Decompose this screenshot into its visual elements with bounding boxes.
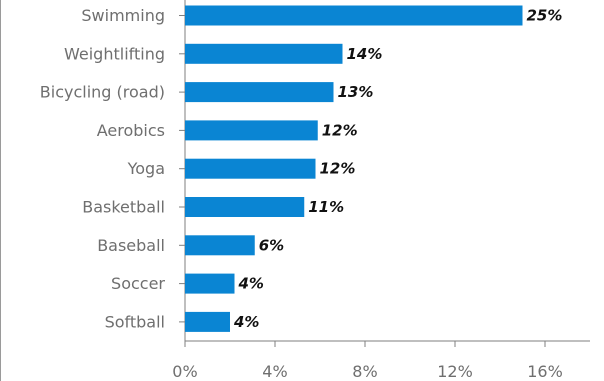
category-label-aerobics: Aerobics xyxy=(97,121,165,140)
category-label-softball: Softball xyxy=(105,312,165,331)
x-tick-label-0: 0% xyxy=(172,362,197,381)
data-label-soccer: 4% xyxy=(238,275,264,293)
x-tick-label-2: 8% xyxy=(352,362,377,381)
bar-swimming xyxy=(185,5,523,26)
bar-basketball xyxy=(185,197,305,217)
category-label-soccer: Soccer xyxy=(111,274,165,293)
bar-bicycling-road xyxy=(185,82,334,103)
data-label-basketball: 11% xyxy=(308,198,344,216)
bar-soccer xyxy=(185,273,235,294)
bar-weightlifting xyxy=(185,43,343,64)
category-label-swimming: Swimming xyxy=(81,6,165,25)
data-label-weightlifting: 14% xyxy=(347,45,383,63)
x-tick-label-1: 4% xyxy=(262,362,287,381)
category-label-yoga: Yoga xyxy=(127,159,165,178)
data-label-baseball: 6% xyxy=(259,236,284,254)
data-label-softball: 4% xyxy=(233,313,259,331)
bar-softball xyxy=(185,311,230,332)
data-label-bicycling-road: 13% xyxy=(338,83,374,101)
data-label-yoga: 12% xyxy=(320,160,356,178)
x-tick-label-4: 16% xyxy=(527,362,563,381)
category-label-bicycling-road: Bicycling (road) xyxy=(40,83,165,102)
bars-group: 25% 14% 13% 12% 12% 11% 6% 4% 4% xyxy=(185,5,563,332)
category-label-baseball: Baseball xyxy=(97,236,165,255)
x-axis-ticks: 0% 4% 8% 12% 16% xyxy=(172,341,563,381)
x-tick-label-3: 12% xyxy=(437,362,473,381)
bar-yoga xyxy=(185,158,316,179)
bar-baseball xyxy=(185,235,255,256)
data-label-swimming: 25% xyxy=(527,7,563,25)
y-axis-ticks: Swimming Weightlifting Bicycling (road) Aer… xyxy=(40,6,185,331)
bar-aerobics xyxy=(185,120,318,141)
category-label-weightlifting: Weightlifting xyxy=(64,44,165,63)
data-label-aerobics: 12% xyxy=(322,121,358,139)
category-label-basketball: Basketball xyxy=(82,198,165,217)
